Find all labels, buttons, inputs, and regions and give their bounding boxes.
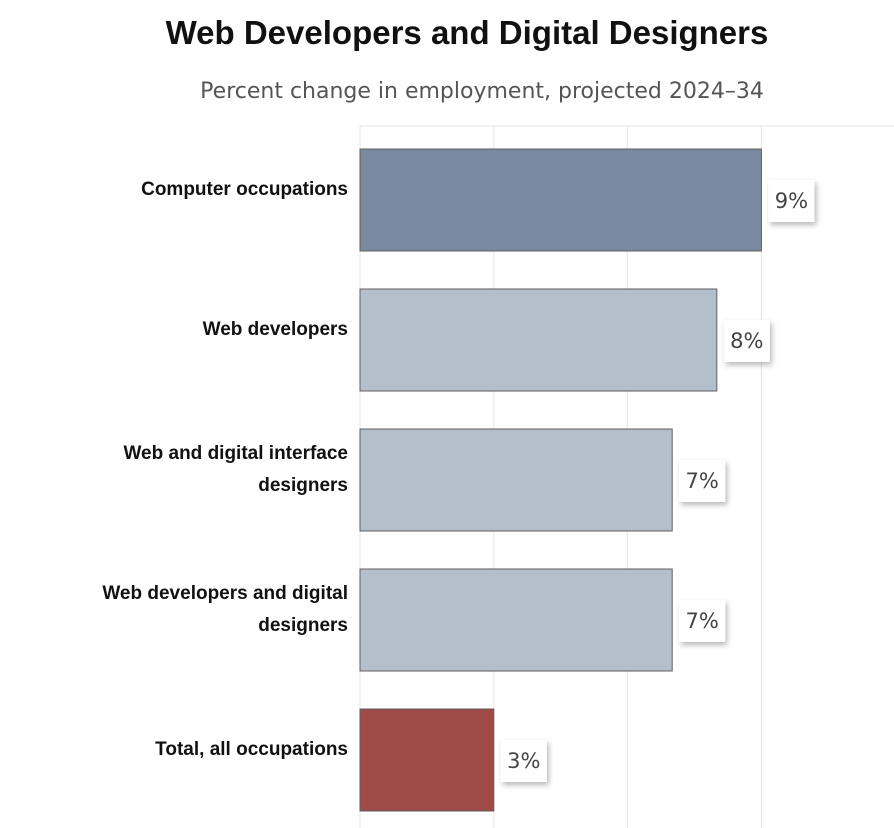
value-label-box [723,320,770,362]
bar [359,708,495,812]
bar [359,148,762,252]
value-label: 7% [686,609,719,633]
value-label: 7% [686,469,719,493]
chart-title: Web Developers and Digital Designers [165,14,769,51]
bar [359,288,718,392]
chart-subtitle: Percent change in employment, projected … [200,79,764,104]
category-label: Web developers and digital [102,583,348,604]
bar [359,568,673,672]
bars [359,148,762,812]
category-label: Web and digital interface [123,443,348,464]
bar [359,428,673,532]
value-label-box [500,740,547,782]
value-label: 9% [775,189,808,213]
category-labels: Computer occupations Web developers Web an… [102,179,348,760]
category-label: Computer occupations [141,179,348,200]
category-label: Web developers [203,319,348,340]
category-label: designers [258,475,348,496]
category-label: designers [258,615,348,636]
value-label-box [679,460,726,502]
value-label: 8% [730,329,763,353]
value-label: 3% [507,749,540,773]
category-label: Total, all occupations [155,739,348,760]
value-label-box [768,180,815,222]
value-labels: 9% 8% 7% 7% 3% [500,180,815,782]
value-label-box [679,600,726,642]
